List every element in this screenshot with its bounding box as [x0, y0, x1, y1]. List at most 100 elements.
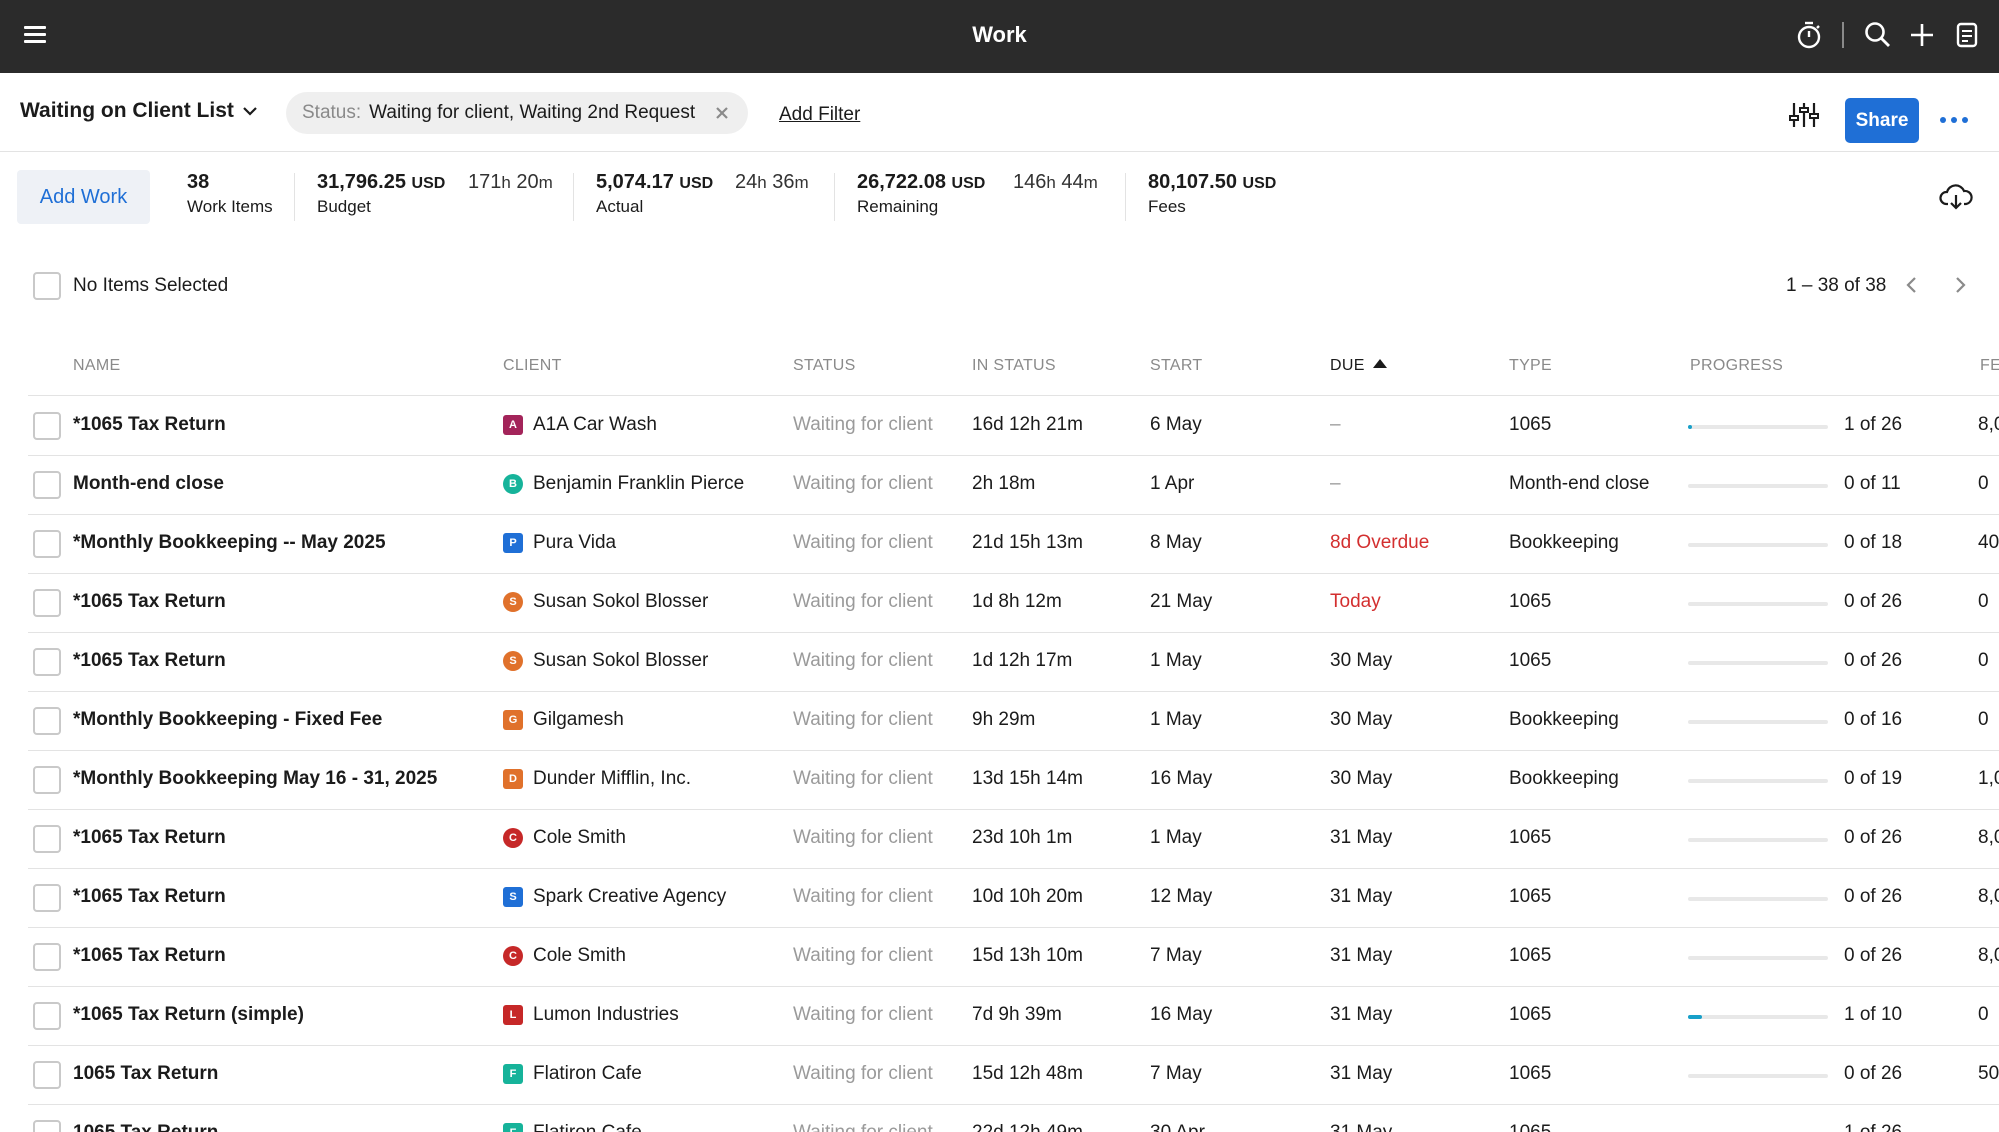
- row-checkbox[interactable]: [33, 648, 61, 676]
- column-name[interactable]: NAME: [73, 357, 121, 374]
- add-filter-link[interactable]: Add Filter: [779, 104, 861, 125]
- work-name[interactable]: *1065 Tax Return: [73, 945, 226, 966]
- work-name[interactable]: *Monthly Bookkeeping -- May 2025: [73, 532, 386, 553]
- column-due[interactable]: DUE: [1330, 357, 1387, 375]
- client-cell[interactable]: D Dunder Mifflin, Inc.: [503, 768, 691, 790]
- progress-text: 0 of 16: [1844, 709, 1903, 730]
- row-checkbox[interactable]: [33, 884, 61, 912]
- minutes-unit: m: [1083, 173, 1098, 192]
- work-name[interactable]: *1065 Tax Return: [73, 650, 226, 671]
- work-name[interactable]: *1065 Tax Return: [73, 414, 226, 435]
- cloud-download-icon[interactable]: [1939, 180, 1973, 214]
- client-cell[interactable]: F Flatiron Cafe: [503, 1063, 642, 1085]
- column-type[interactable]: TYPE: [1509, 357, 1552, 374]
- due-date: 31 May: [1330, 827, 1393, 848]
- row-checkbox[interactable]: [33, 471, 61, 499]
- work-name[interactable]: *1065 Tax Return (simple): [73, 1004, 304, 1025]
- client-cell[interactable]: L Lumon Industries: [503, 1004, 679, 1026]
- due-date: 31 May: [1330, 1122, 1392, 1132]
- table-row[interactable]: *1065 Tax Return S Spark Creative Agency Wa…: [28, 869, 1999, 928]
- work-name[interactable]: *Monthly Bookkeeping - Fixed Fee: [73, 709, 383, 730]
- row-checkbox[interactable]: [33, 1002, 61, 1030]
- client-avatar: F: [503, 1064, 523, 1084]
- client-cell[interactable]: A A1A Car Wash: [503, 414, 657, 436]
- client-cell[interactable]: C Cole Smith: [503, 945, 626, 967]
- list-selector[interactable]: Waiting on Client List: [20, 99, 258, 123]
- plus-icon[interactable]: [1906, 19, 1938, 51]
- minutes-unit: m: [794, 173, 809, 192]
- client-cell[interactable]: S Susan Sokol Blosser: [503, 650, 708, 672]
- budget-time: 171h 20m: [468, 171, 553, 194]
- fee-value: 8,0: [1978, 414, 1999, 435]
- client-cell[interactable]: C Cole Smith: [503, 827, 626, 849]
- table-row[interactable]: *1065 Tax Return A A1A Car Wash Waiting for…: [28, 397, 1999, 456]
- row-checkbox[interactable]: [33, 707, 61, 735]
- column-in-status[interactable]: IN STATUS: [972, 357, 1056, 374]
- work-name[interactable]: 1065 Tax Return: [73, 1063, 219, 1084]
- chevron-right-icon[interactable]: [1948, 273, 1972, 297]
- hamburger-menu-icon[interactable]: [20, 20, 52, 52]
- client-cell[interactable]: S Susan Sokol Blosser: [503, 591, 708, 613]
- column-progress[interactable]: PROGRESS: [1690, 357, 1784, 374]
- table-row[interactable]: *Monthly Bookkeeping May 16 - 31, 2025 D D…: [28, 751, 1999, 810]
- table-row[interactable]: *Monthly Bookkeeping -- May 2025 P Pura Vi…: [28, 515, 1999, 574]
- status-filter-chip[interactable]: Status: Waiting for client, Waiting 2nd …: [286, 92, 748, 134]
- client-cell[interactable]: F Flatiron Cafe: [503, 1122, 642, 1132]
- client-cell[interactable]: B Benjamin Franklin Pierce: [503, 473, 744, 495]
- column-client[interactable]: CLIENT: [503, 357, 562, 374]
- column-fees[interactable]: FE: [1980, 357, 1999, 374]
- row-checkbox[interactable]: [33, 1061, 61, 1089]
- work-name[interactable]: 1065 Tax Return: [73, 1122, 218, 1132]
- share-button[interactable]: Share: [1845, 98, 1919, 143]
- table-row[interactable]: Month-end close B Benjamin Franklin Pierce…: [28, 456, 1999, 515]
- toolbar-divider: [1842, 22, 1844, 48]
- row-checkbox[interactable]: [33, 412, 61, 440]
- client-cell[interactable]: P Pura Vida: [503, 532, 616, 554]
- timer-icon[interactable]: [1793, 19, 1825, 51]
- table-row[interactable]: *1065 Tax Return C Cole Smith Waiting for c…: [28, 928, 1999, 987]
- client-cell[interactable]: S Spark Creative Agency: [503, 886, 726, 908]
- table-row[interactable]: *1065 Tax Return S Susan Sokol Blosser Wait…: [28, 574, 1999, 633]
- add-work-button[interactable]: Add Work: [17, 170, 150, 224]
- client-cell[interactable]: G Gilgamesh: [503, 709, 624, 731]
- work-name[interactable]: *Monthly Bookkeeping May 16 - 31, 2025: [73, 768, 438, 789]
- column-status[interactable]: STATUS: [793, 357, 856, 374]
- row-checkbox[interactable]: [33, 825, 61, 853]
- work-name[interactable]: *1065 Tax Return: [73, 886, 226, 907]
- filter-sliders-icon[interactable]: [1787, 100, 1821, 130]
- select-all-checkbox[interactable]: [33, 272, 61, 300]
- work-name[interactable]: Month-end close: [73, 473, 224, 494]
- table-row[interactable]: 1065 Tax Return F Flatiron Cafe Waiting for…: [28, 1105, 1999, 1132]
- search-icon[interactable]: [1862, 19, 1894, 51]
- table-row[interactable]: 1065 Tax Return F Flatiron Cafe Waiting for…: [28, 1046, 1999, 1105]
- hours-unit: h: [757, 173, 767, 192]
- row-checkbox[interactable]: [33, 1120, 61, 1132]
- start-date: 16 May: [1150, 1004, 1213, 1025]
- notes-icon[interactable]: [1951, 19, 1983, 51]
- client-name: Dunder Mifflin, Inc.: [533, 768, 692, 789]
- progress-bar: [1688, 484, 1828, 488]
- start-date: 6 May: [1150, 414, 1202, 435]
- row-checkbox[interactable]: [33, 589, 61, 617]
- work-type: 1065: [1509, 945, 1552, 966]
- client-name: Spark Creative Agency: [533, 886, 727, 907]
- work-name[interactable]: *1065 Tax Return: [73, 827, 226, 848]
- status-text: Waiting for client: [793, 591, 933, 612]
- in-status-duration: 23d 10h 1m: [972, 827, 1073, 848]
- column-start[interactable]: START: [1150, 357, 1203, 374]
- remaining-minutes: 44: [1061, 171, 1084, 193]
- table-row[interactable]: *Monthly Bookkeeping - Fixed Fee G Gilgame…: [28, 692, 1999, 751]
- status-text: Waiting for client: [793, 1063, 933, 1084]
- start-date: 7 May: [1150, 1063, 1202, 1084]
- more-options-icon[interactable]: [1940, 117, 1972, 125]
- table-row[interactable]: *1065 Tax Return S Susan Sokol Blosser Wait…: [28, 633, 1999, 692]
- row-checkbox[interactable]: [33, 530, 61, 558]
- table-row[interactable]: *1065 Tax Return C Cole Smith Waiting for c…: [28, 810, 1999, 869]
- row-checkbox[interactable]: [33, 766, 61, 794]
- work-name[interactable]: *1065 Tax Return: [73, 591, 226, 612]
- close-icon[interactable]: [712, 103, 732, 123]
- row-checkbox[interactable]: [33, 943, 61, 971]
- table-row[interactable]: *1065 Tax Return (simple) L Lumon Industri…: [28, 987, 1999, 1046]
- in-status-duration: 13d 15h 14m: [972, 768, 1083, 789]
- chevron-left-icon[interactable]: [1900, 273, 1924, 297]
